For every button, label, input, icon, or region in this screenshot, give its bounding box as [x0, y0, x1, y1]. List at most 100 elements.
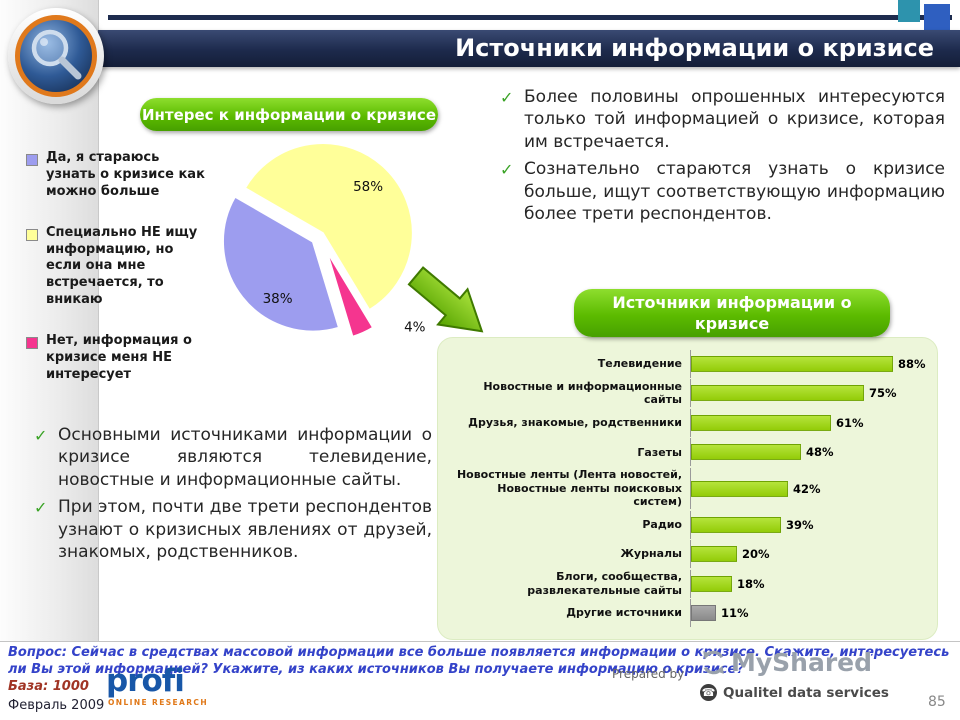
bar: [691, 546, 737, 563]
magnifier-icon: [31, 29, 82, 80]
pie-percent-label: 58%: [353, 179, 383, 195]
bar-chart-panel: Телевидение 88% Новостные и информационные…: [437, 337, 938, 640]
bar-row: Блоги, сообщества, развлекательные сайты…: [450, 569, 927, 598]
bullet-item: ✓ Основными источниками информации о криз…: [34, 424, 432, 491]
pie-percent-label: 4%: [404, 319, 426, 335]
bar-row: Друзья, знакомые, родственники 61%: [450, 408, 927, 437]
bar-row: Другие источники 11%: [450, 599, 927, 627]
phone-glyph: ☎: [701, 686, 716, 699]
bar-track: 11%: [690, 599, 927, 627]
base-size-label: База: 1000: [8, 679, 89, 694]
bar-value-label: 20%: [742, 547, 770, 562]
profi-logo-text: profi: [106, 663, 185, 699]
profi-logo-subtitle: ONLINE RESEARCH: [108, 698, 209, 707]
phone-icon: ☎: [700, 684, 717, 701]
bar-category-label: Друзья, знакомые, родственники: [468, 416, 682, 430]
bar-category-label: Новостные ленты (Лента новостей, Новостн…: [456, 467, 682, 509]
legend-item: Да, я стараюсь узнать о кризисе как можн…: [26, 150, 212, 201]
bar-row: Газеты 48%: [450, 438, 927, 467]
blue-square-decoration: [924, 4, 950, 30]
pie-percent-label: 38%: [263, 291, 293, 307]
legend-label: Нет, информация о кризисе меня НЕ интере…: [46, 333, 192, 382]
teal-square-decoration: [898, 0, 920, 22]
bar-category-label: Новостные и информационные сайты: [483, 379, 682, 407]
sources-pill-label: Источники информации о кризисе: [612, 293, 852, 333]
bar-value-label: 88%: [898, 357, 926, 371]
bullet-text: Сознательно стараются узнать о кризисе б…: [524, 159, 945, 225]
legend-label: Специально НЕ ищу информацию, но если он…: [46, 224, 198, 308]
bar-row: Новостные и информационные сайты 75%: [450, 379, 927, 408]
bar-value-label: 75%: [869, 386, 897, 401]
bar-track: 61%: [690, 408, 927, 437]
bullet-text: При этом, почти две трети респондентов у…: [58, 497, 432, 563]
bar-track: 88%: [690, 350, 927, 378]
myshared-logo-text: MyShared: [731, 648, 873, 677]
pie-slice: [221, 195, 341, 333]
bullet-item: ✓ При этом, почти две трети респондентов …: [34, 496, 432, 563]
circular-arrows-icon: [703, 650, 724, 675]
bar-category-label: Телевидение: [597, 357, 682, 371]
bar-category-label: Газеты: [637, 445, 682, 459]
green-arrow-icon: [407, 266, 484, 333]
bar-row: Журналы 20%: [450, 540, 927, 569]
slide-title-bar: Источники информации о кризисе: [98, 30, 960, 67]
bar-row: Телевидение 88%: [450, 350, 927, 378]
bar: [691, 444, 801, 461]
bar: [691, 480, 788, 497]
bar-value-label: 11%: [721, 606, 749, 620]
bar-track: 18%: [690, 569, 927, 598]
page-title: Источники информации о кризисе: [455, 34, 934, 62]
bar-value-label: 18%: [737, 576, 765, 591]
bar: [691, 356, 893, 372]
legend-label: Да, я стараюсь узнать о кризисе как можн…: [46, 150, 205, 199]
bar-value-label: 48%: [806, 445, 834, 460]
top-accent-line: [108, 15, 952, 20]
right-bullets: ✓ Более половины опрошенных интересуются …: [500, 86, 945, 231]
bar-category-label: Радио: [642, 517, 682, 531]
bar-value-label: 39%: [786, 517, 814, 532]
pie-slice: [325, 250, 375, 339]
bar-chart: Телевидение 88% Новостные и информационные…: [450, 350, 927, 627]
check-icon: ✓: [34, 426, 48, 445]
left-bullets: ✓ Основными источниками информации о криз…: [34, 424, 432, 569]
footer-divider: [0, 641, 960, 642]
bullet-text: Более половины опрошенных интересуются т…: [524, 87, 945, 152]
question-text: Вопрос: Сейчас в средствах массовой инфо…: [8, 645, 950, 677]
bullet-item: ✓ Более половины опрошенных интересуются …: [500, 86, 945, 153]
prepared-by-label: Prepared by: [612, 667, 685, 681]
bullet-text: Основными источниками информации о кризи…: [58, 425, 432, 490]
legend-item: Специально НЕ ищу информацию, но если он…: [26, 225, 212, 309]
bar: [691, 575, 732, 592]
legend-swatch: [26, 154, 38, 166]
sources-chart-title-pill: Источники информации о кризисе: [574, 289, 890, 337]
bar: [691, 385, 864, 402]
bar-value-label: 42%: [793, 481, 821, 496]
bullet-item: ✓ Сознательно стараются узнать о кризисе …: [500, 158, 945, 225]
page-number: 85: [928, 694, 946, 710]
pie-slice: [243, 142, 414, 312]
bar-category-label: Блоги, сообщества, развлекательные сайты: [527, 569, 682, 597]
left-strip: [0, 0, 99, 641]
bar-track: 42%: [690, 467, 927, 510]
bar: [691, 605, 716, 621]
bar: [691, 516, 781, 533]
pie-chart: 58% 4% 38%: [221, 142, 426, 339]
bar-category-label: Другие источники: [566, 606, 682, 620]
qualitel-text: Qualitel data services: [723, 684, 889, 701]
bar-track: 39%: [690, 510, 927, 539]
check-icon: ✓: [34, 498, 48, 518]
qualitel-logo: ☎ Qualitel data services: [700, 684, 889, 701]
magnifier-logo-icon: [15, 15, 97, 97]
check-icon: ✓: [500, 88, 514, 107]
bar-value-label: 61%: [836, 415, 864, 430]
check-icon: ✓: [500, 160, 514, 180]
survey-date-label: Февраль 2009: [8, 698, 105, 713]
profi-logo: profi ONLINE RESEARCH: [106, 663, 209, 708]
legend-swatch: [26, 228, 38, 241]
interest-pill-label: Интерес к информации о кризисе: [141, 105, 436, 124]
bar-category-label: Журналы: [620, 547, 682, 561]
legend-item: Нет, информация о кризисе меня НЕ интере…: [26, 333, 212, 384]
bar: [691, 414, 831, 431]
bar-track: 48%: [690, 438, 927, 467]
